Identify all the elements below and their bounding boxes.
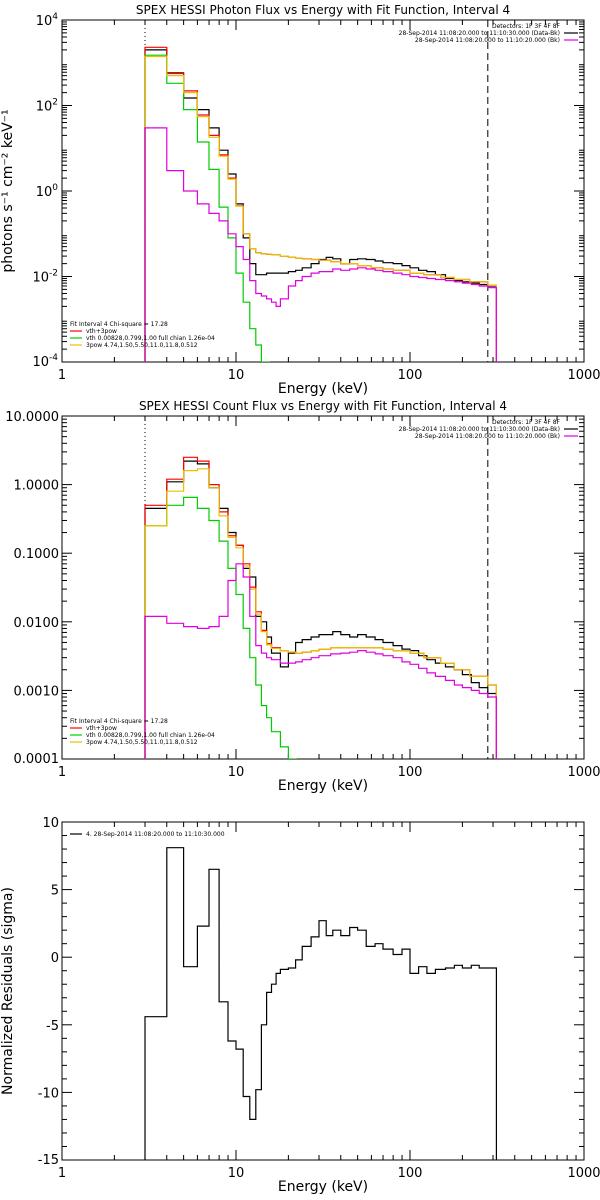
chart-panel-3: 1 10 100 1000 Energy (keV) -15 -10 -5 0 5 10 Normal… — [0, 816, 600, 1195]
plot-frame — [61, 19, 585, 363]
y-tick-label: 5 — [51, 884, 59, 899]
y-tick-label: 100 — [36, 183, 59, 200]
series-line-4 — [144, 468, 497, 759]
x-tick-label: 1 — [58, 765, 66, 780]
series-line-3 — [144, 496, 297, 759]
y-axis-label: Normalized Residuals (sigma) — [0, 887, 16, 1095]
legend-left-text: vth+3pow — [86, 725, 117, 732]
legend-left-text: vth+3pow — [86, 328, 117, 335]
legend-right-text: Detectors: 1F 3F 4F 8F — [492, 23, 561, 30]
legend-left-text: Fit Interval 4 Chi-square = 17.28 — [70, 718, 168, 725]
y-tick-exponent: 4 — [52, 12, 58, 22]
legend-right-text: 28-Sep-2014 11:08:20.000 to 11:10:20.000… — [415, 433, 560, 440]
y-tick-exponent: 2 — [52, 98, 58, 108]
x-tick-label: 100 — [398, 1166, 423, 1181]
y-tick-label: 0 — [51, 951, 59, 966]
series-group — [144, 847, 497, 1160]
y-axis-label: photons s⁻¹ cm⁻² keV⁻¹ — [0, 109, 16, 272]
y-tick-label: 0.0100 — [14, 616, 60, 631]
legend-right-text: Detectors: 1F 3F 4F 8F — [492, 419, 561, 426]
y-tick-label: 102 — [36, 98, 58, 115]
legend-left-text: 3pow 4.74,1.50,5.50,11.0,11.8,0.512 — [86, 342, 198, 349]
x-tick-label: 1000 — [567, 1166, 600, 1181]
series-group — [144, 456, 497, 759]
y-tick-label: 10-2 — [32, 269, 58, 286]
plot-frame — [61, 415, 585, 760]
y-tick-label: -15 — [38, 1153, 59, 1168]
legend-left-text: 4. 28-Sep-2014 11:08:20.000 to 11:10:30.… — [86, 831, 225, 838]
legend-left-text: 3pow 4.74,1.50,5.50,11.0,11.8,0.512 — [86, 739, 198, 746]
y-tick-base: 10 — [32, 355, 49, 370]
y-tick-base: 10 — [36, 185, 53, 200]
chart-panel-2: SPEX HESSI Count Flux vs Energy with Fit… — [5, 399, 600, 794]
y-tick-exponent: -4 — [49, 353, 58, 363]
x-axis-label: Energy (keV) — [278, 381, 368, 397]
y-tick-base: 10 — [32, 271, 49, 286]
x-tick-label: 1000 — [567, 765, 600, 780]
x-tick-label: 100 — [398, 368, 423, 383]
x-tick-label: 10 — [228, 368, 245, 383]
y-tick-label: -10 — [38, 1086, 59, 1101]
plot-frame — [61, 821, 585, 1161]
series-line-5 — [144, 127, 497, 362]
y-tick-exponent: -2 — [49, 269, 58, 279]
y-tick-exponent: 0 — [52, 183, 58, 193]
y-tick-base: 10 — [36, 100, 53, 115]
chart-title: SPEX HESSI Photon Flux vs Energy with Fi… — [136, 3, 510, 17]
x-tick-label: 1 — [58, 368, 66, 383]
y-tick-label: 104 — [36, 12, 59, 29]
y-tick-label: 0.0001 — [14, 752, 60, 767]
legend-right-text: 28-Sep-2014 11:08:20.000 to 11:10:30.000… — [399, 426, 560, 433]
series-group — [144, 46, 497, 362]
chart-title: SPEX HESSI Count Flux vs Energy with Fit… — [139, 399, 507, 413]
x-tick-label: 10 — [228, 765, 245, 780]
legend-left-text: Fit Interval 4 Chi-square = 17.28 — [70, 321, 168, 328]
y-tick-label: 10 — [42, 816, 59, 831]
series-line-4 — [144, 55, 497, 362]
legend-right-text: 28-Sep-2014 11:08:20.000 to 11:10:30.000… — [399, 30, 560, 37]
series-line-5 — [144, 563, 497, 759]
legend-right-text: 28-Sep-2014 11:08:20.000 to 11:10:20.000… — [415, 37, 560, 44]
x-tick-label: 1000 — [567, 368, 600, 383]
x-axis-label: Energy (keV) — [278, 1179, 368, 1195]
legend-left-text: vth 0.00828,0.799,1.00 full chian 1.26e-… — [86, 732, 215, 739]
x-axis-label: Energy (keV) — [278, 778, 368, 794]
x-tick-label: 100 — [398, 765, 423, 780]
y-tick-base: 10 — [36, 14, 53, 29]
x-tick-label: 1 — [58, 1166, 66, 1181]
y-tick-label: 1.0000 — [14, 479, 60, 494]
x-tick-label: 10 — [228, 1166, 245, 1181]
y-tick-label: 0.1000 — [14, 547, 60, 562]
y-tick-label: 10-4 — [32, 353, 58, 370]
series-line-1 — [144, 847, 497, 1160]
legend-left-text: vth 0.00828,0.799,1.00 full chian 1.26e-… — [86, 335, 215, 342]
chart-panel-1: SPEX HESSI Photon Flux vs Energy with Fi… — [0, 3, 600, 397]
series-line-3 — [144, 54, 270, 362]
y-tick-label: 10.0000 — [5, 410, 59, 425]
y-tick-label: 0.0010 — [14, 684, 60, 699]
y-tick-label: -5 — [46, 1019, 59, 1034]
